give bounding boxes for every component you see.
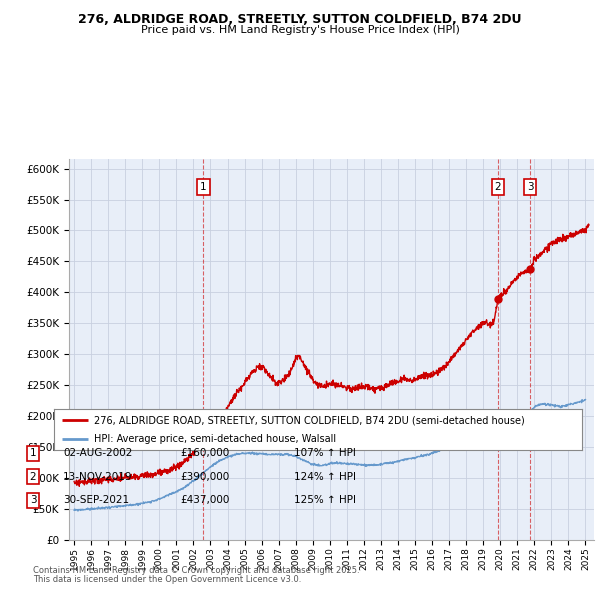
- Text: 13-NOV-2019: 13-NOV-2019: [63, 472, 133, 481]
- Text: 124% ↑ HPI: 124% ↑ HPI: [294, 472, 356, 481]
- Text: 125% ↑ HPI: 125% ↑ HPI: [294, 496, 356, 505]
- Text: £390,000: £390,000: [180, 472, 229, 481]
- Text: 1: 1: [29, 448, 37, 458]
- Text: 2: 2: [29, 472, 37, 481]
- Text: 276, ALDRIDGE ROAD, STREETLY, SUTTON COLDFIELD, B74 2DU (semi-detached house): 276, ALDRIDGE ROAD, STREETLY, SUTTON COL…: [94, 415, 524, 425]
- Text: £160,000: £160,000: [180, 448, 229, 458]
- Text: 02-AUG-2002: 02-AUG-2002: [63, 448, 133, 458]
- Text: 2: 2: [495, 182, 502, 192]
- Text: 30-SEP-2021: 30-SEP-2021: [63, 496, 129, 505]
- Text: 276, ALDRIDGE ROAD, STREETLY, SUTTON COLDFIELD, B74 2DU: 276, ALDRIDGE ROAD, STREETLY, SUTTON COL…: [78, 13, 522, 26]
- Text: 3: 3: [527, 182, 533, 192]
- Text: 107% ↑ HPI: 107% ↑ HPI: [294, 448, 356, 458]
- Text: This data is licensed under the Open Government Licence v3.0.: This data is licensed under the Open Gov…: [33, 575, 301, 584]
- Text: 3: 3: [29, 496, 37, 505]
- Text: 1: 1: [200, 182, 207, 192]
- Text: Contains HM Land Registry data © Crown copyright and database right 2025.: Contains HM Land Registry data © Crown c…: [33, 566, 359, 575]
- Text: £437,000: £437,000: [180, 496, 229, 505]
- Text: HPI: Average price, semi-detached house, Walsall: HPI: Average price, semi-detached house,…: [94, 434, 336, 444]
- Text: Price paid vs. HM Land Registry's House Price Index (HPI): Price paid vs. HM Land Registry's House …: [140, 25, 460, 35]
